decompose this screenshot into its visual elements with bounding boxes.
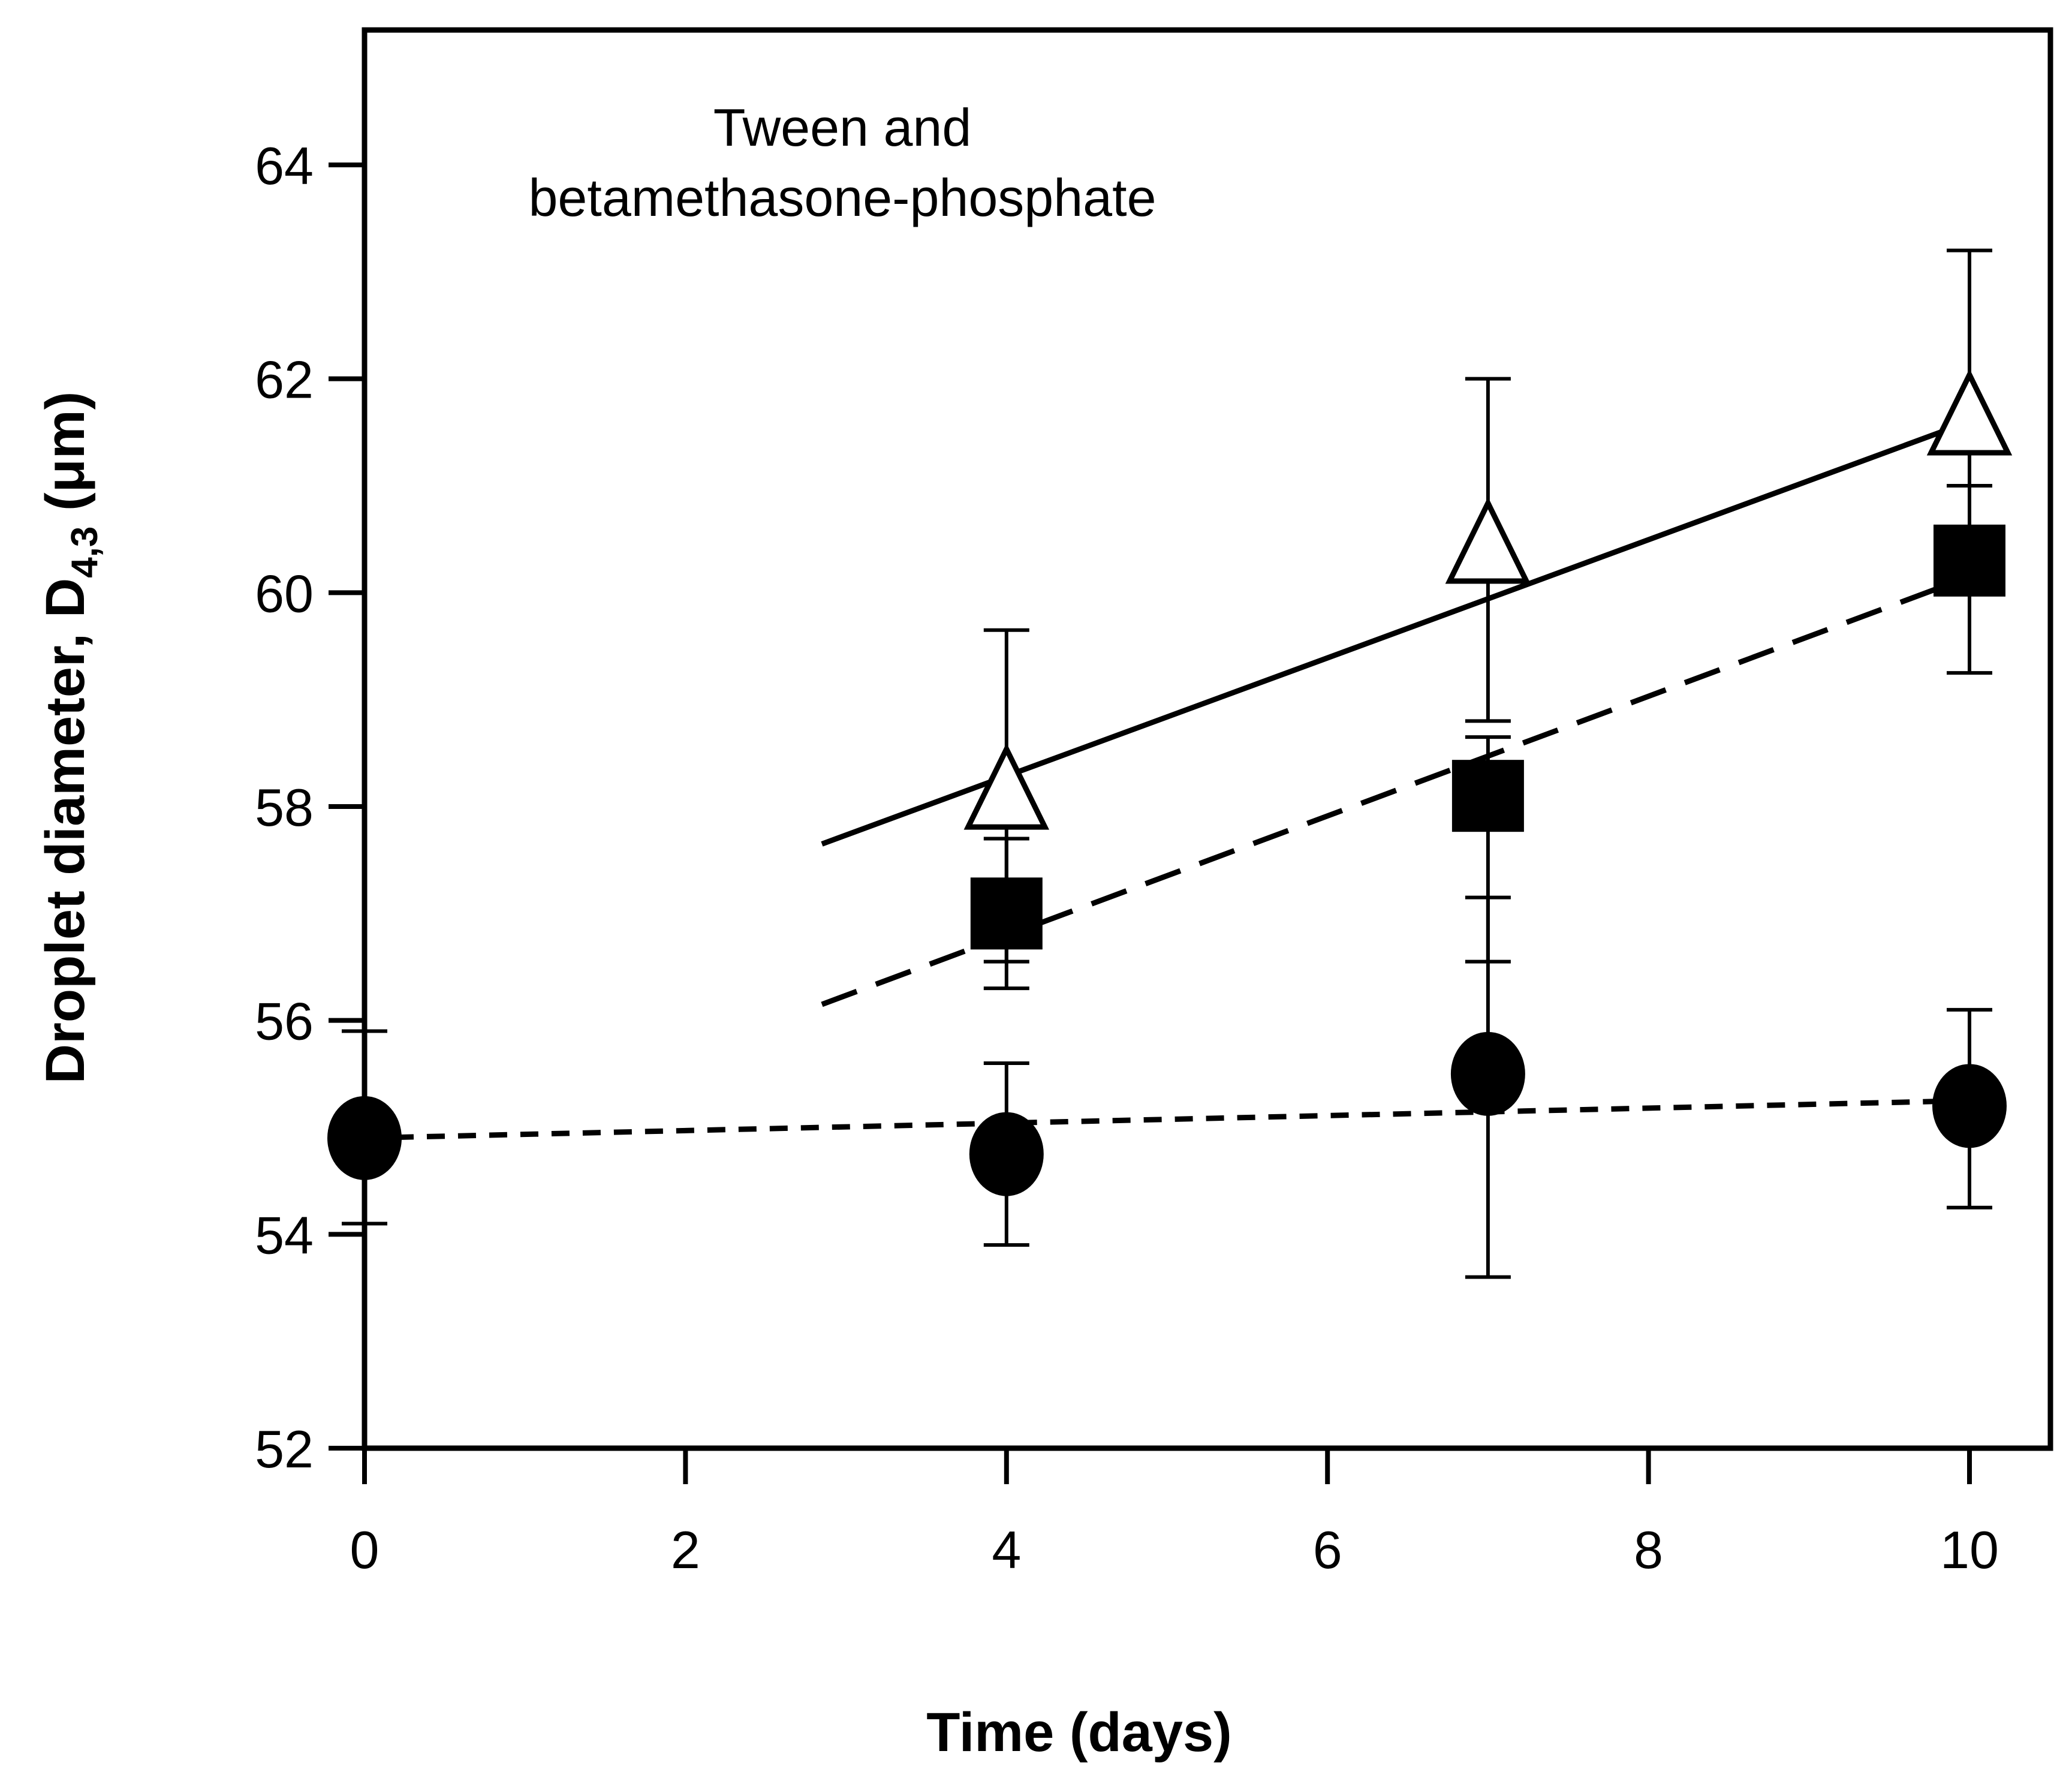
fit-lines [364, 419, 1971, 1141]
error-bars [342, 248, 1992, 1279]
y-tick-label-1: 54 [255, 1205, 314, 1265]
marker-s1-p2 [1934, 524, 2005, 597]
y-tick-label-2: 56 [255, 992, 314, 1051]
y-tick-label-6: 64 [255, 136, 314, 195]
fit-line-series-2 [364, 1097, 1970, 1141]
marker-s2-p0 [327, 1096, 402, 1180]
y-axis-title-subscript: 4,3 [64, 527, 106, 578]
y-axis-title-unit: (μm) [35, 392, 96, 527]
x-tick-label-4: 8 [1634, 1520, 1663, 1580]
annotation-line-2: betamethasone-phosphate [528, 168, 1156, 227]
axes: 0 2 4 6 8 10 52 54 56 58 60 62 64 [255, 27, 2053, 1580]
x-tick-label-2: 4 [992, 1520, 1021, 1580]
x-tick-label-1: 2 [671, 1520, 700, 1580]
x-axis-title: Time (days) [926, 1702, 1232, 1763]
marker-s0-p2 [1926, 368, 2013, 456]
x-tick-label-0: 0 [350, 1520, 380, 1580]
y-tick-label-4: 60 [255, 564, 314, 623]
y-axis-title: Droplet diameter, D4,3 (μm) [35, 392, 106, 1084]
y-axis-title-main: Droplet diameter, D [35, 578, 96, 1084]
plot-frame [362, 27, 2053, 1451]
y-tick-label-3: 58 [255, 778, 314, 837]
y-tick-label-0: 52 [255, 1419, 314, 1479]
marker-s2-p3 [1932, 1064, 2007, 1148]
y-tick-label-5: 62 [255, 350, 314, 410]
x-tick-label-3: 6 [1313, 1520, 1342, 1580]
annotation-line-1: Tween and [713, 98, 972, 157]
data-markers [327, 368, 2013, 1196]
x-tick-label-5: 10 [1940, 1520, 1999, 1580]
marker-s0-p1 [1445, 497, 1531, 584]
marker-s0-p0 [963, 742, 1050, 830]
marker-s2-p2 [1450, 1031, 1525, 1116]
marker-s2-p1 [969, 1112, 1044, 1196]
marker-s1-p0 [970, 877, 1043, 950]
marker-s1-p1 [1451, 760, 1524, 832]
